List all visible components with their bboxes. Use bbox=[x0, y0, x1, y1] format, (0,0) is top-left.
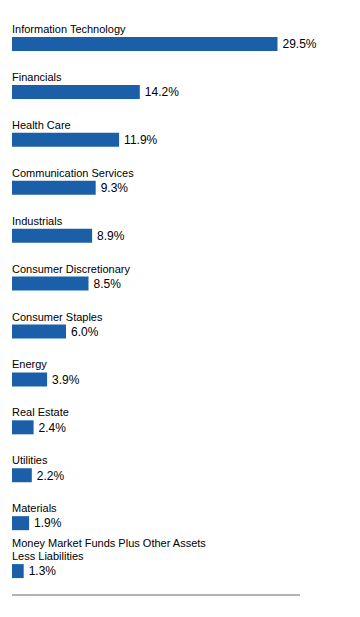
svg-text:Information Technology: Information Technology bbox=[12, 23, 126, 35]
svg-text:Industrials: Industrials bbox=[12, 215, 63, 227]
svg-text:2.2%: 2.2% bbox=[37, 469, 65, 483]
svg-text:6.0%: 6.0% bbox=[71, 325, 99, 339]
svg-text:Consumer Staples: Consumer Staples bbox=[12, 311, 103, 323]
svg-text:Health Care: Health Care bbox=[12, 119, 71, 131]
svg-text:3.9%: 3.9% bbox=[52, 373, 80, 387]
svg-text:29.5%: 29.5% bbox=[283, 37, 317, 51]
svg-text:Real Estate: Real Estate bbox=[12, 406, 69, 418]
svg-text:2.4%: 2.4% bbox=[39, 421, 67, 435]
svg-text:8.5%: 8.5% bbox=[94, 277, 122, 291]
svg-text:Utilities: Utilities bbox=[12, 454, 48, 466]
svg-text:1.3%: 1.3% bbox=[29, 564, 57, 578]
svg-text:8.9%: 8.9% bbox=[97, 229, 125, 243]
svg-text:14.2%: 14.2% bbox=[145, 85, 179, 99]
svg-text:9.3%: 9.3% bbox=[101, 181, 129, 195]
svg-text:1.9%: 1.9% bbox=[34, 516, 62, 530]
svg-text:Financials: Financials bbox=[12, 71, 62, 83]
svg-text:Materials: Materials bbox=[12, 502, 57, 514]
svg-text:Energy: Energy bbox=[12, 358, 47, 370]
svg-text:Communication Services: Communication Services bbox=[12, 167, 134, 179]
svg-text:11.9%: 11.9% bbox=[124, 133, 157, 147]
svg-text:Consumer Discretionary: Consumer Discretionary bbox=[12, 263, 130, 275]
svg-text:Money Market Funds Plus Other: Money Market Funds Plus Other AssetsLess… bbox=[12, 537, 206, 562]
